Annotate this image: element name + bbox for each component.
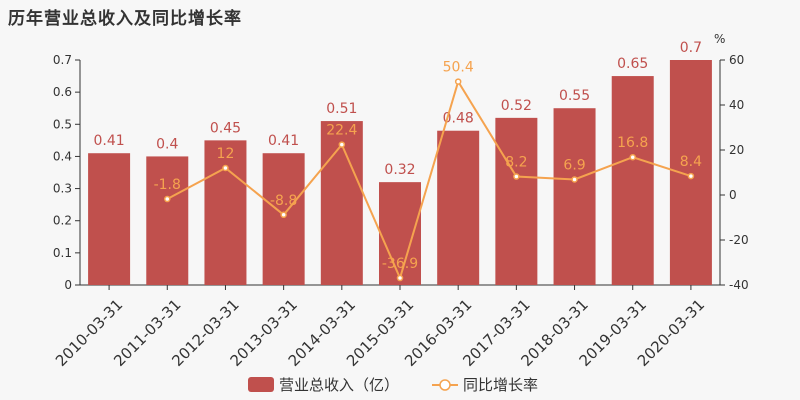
bar-value-label: 0.41 [268,133,299,149]
growth-value-label: -8.8 [270,193,297,209]
bar [146,156,189,285]
bar [320,121,363,285]
y-right-tick-label: 0 [729,188,737,202]
bar-value-label: 0.65 [617,56,648,72]
bar [88,153,131,285]
growth-value-label: 8.4 [680,154,702,170]
legend-line-marker [439,379,451,391]
y-left-tick-label: 0 [64,278,72,292]
y-left-tick-label: 0.6 [53,85,72,99]
growth-point [338,141,346,148]
bar-value-label: 0.32 [384,162,415,178]
growth-point [164,195,171,203]
y-right-tick-label: -40 [729,278,749,292]
bar-value-label: 0.45 [210,120,241,136]
bar [553,108,596,285]
legend-line-label: 同比增长率 [463,376,538,394]
bar [262,153,305,285]
bar [437,130,480,285]
growth-value-label: 8.2 [505,155,527,171]
y-right-tick-label: 20 [729,143,744,157]
y-left-tick-label: 0.5 [53,117,72,131]
bar-value-label: 0.48 [443,111,474,127]
growth-value-label: 6.9 [563,157,585,173]
growth-point [222,164,229,172]
y-right-tick-label: -20 [729,233,749,247]
bar-value-label: 0.41 [94,133,125,149]
bar [669,60,712,285]
bar [204,140,247,285]
bar-value-label: 0.55 [559,88,590,104]
growth-point [687,172,695,180]
chart-title: 历年营业总收入及同比增长率 [8,9,242,29]
y-left-tick-label: 0.4 [53,149,72,163]
bar [495,117,538,285]
y-left-tick-label: 0.1 [53,246,72,260]
bar-value-label: 0.7 [680,40,702,56]
growth-point [513,173,520,180]
growth-point [629,153,636,161]
growth-value-label: -1.8 [154,177,181,193]
growth-value-label: 16.8 [617,135,648,151]
y-right-tick-label: 60 [729,53,744,67]
y-left-tick-label: 0.2 [53,214,72,228]
growth-line [166,79,692,281]
legend-bar-swatch [248,377,274,392]
bar-value-label: 0.4 [156,136,178,152]
growth-point [571,176,578,183]
growth-value-label: 50.4 [443,60,474,76]
bar-value-label: 0.52 [501,98,532,114]
y-left-tick-label: 0.3 [53,182,72,196]
growth-value-label: 22.4 [326,123,357,139]
growth-point [280,211,287,219]
growth-point [396,274,404,282]
growth-value-label: -36.9 [382,256,418,272]
y-left-tick-label: 0.7 [53,53,72,67]
y-right-tick-label: 40 [729,98,744,112]
growth-point [454,78,462,85]
y-right-unit-label: % [714,32,725,46]
bar-value-label: 0.51 [326,101,357,117]
bar [611,76,654,285]
growth-value-label: 12 [217,146,235,162]
legend-bar-label: 营业总收入（亿） [279,376,399,394]
